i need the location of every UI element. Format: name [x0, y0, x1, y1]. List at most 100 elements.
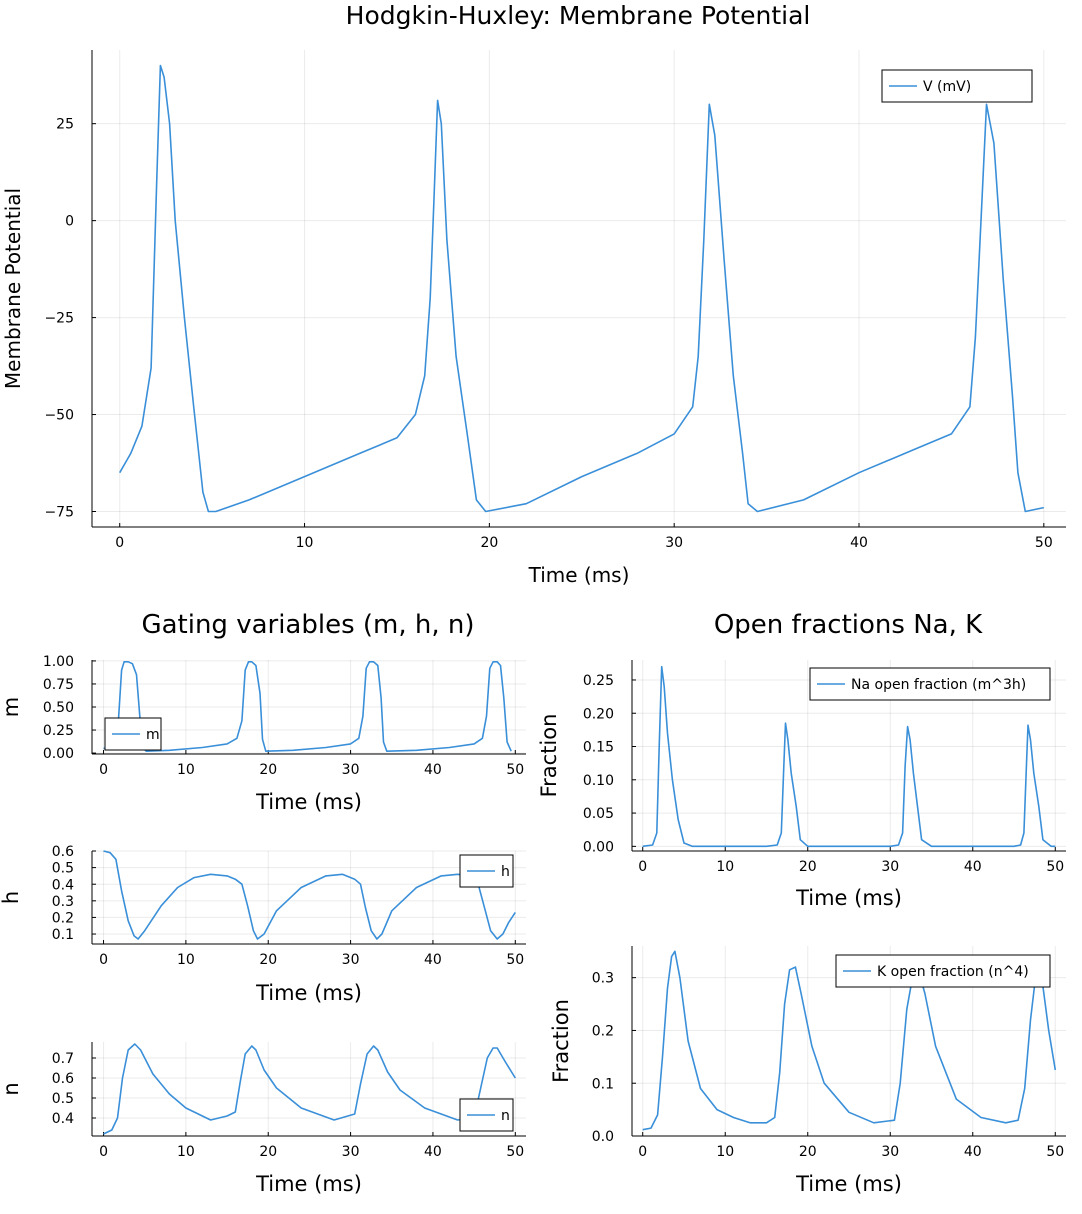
y-tick-label: 0.3	[592, 971, 614, 987]
y-tick-label: 0.0	[592, 1129, 614, 1145]
y-tick-label: 0.2	[592, 1023, 614, 1039]
x-tick-label: 40	[964, 1144, 982, 1160]
y-axis-label: Fraction	[537, 714, 561, 798]
x-tick-label: 10	[177, 1144, 195, 1160]
x-tick-label: 50	[506, 1144, 524, 1160]
chart-title: Open fractions Na, K	[714, 610, 983, 640]
y-tick-label: −25	[44, 311, 74, 327]
series-line	[642, 950, 1057, 1131]
panel-vm: 0 10 20 30 40 50 −75 −50 −25 0 25 Hodgkin-Huxley: M…	[1, 1, 1066, 587]
y-tick-label: 0.4	[52, 877, 74, 893]
x-tick-label: 40	[424, 1144, 442, 1160]
series-line	[103, 660, 512, 753]
x-tick-label: 20	[480, 535, 498, 551]
x-axis-label: Time (ms)	[255, 1172, 362, 1196]
y-axis-label: Fraction	[549, 999, 573, 1083]
y-tick-label: 0.05	[583, 806, 614, 822]
y-axis-label: m	[0, 697, 23, 717]
y-tick-label: 0.6	[52, 1071, 74, 1087]
x-tick-label: 20	[259, 762, 277, 778]
y-tick-label: −50	[44, 408, 74, 424]
series-line	[642, 665, 1056, 848]
y-tick-label: 0.15	[583, 740, 614, 756]
panel-m: 0 10 20 30 40 50 0.00 0.25 0.50 0.75 1.00 Gating va…	[0, 610, 526, 814]
legend-label: V (mV)	[923, 79, 971, 95]
legend-label: K open fraction (n^4)	[877, 964, 1029, 980]
x-tick-label: 0	[99, 762, 108, 778]
x-tick-label: 30	[665, 535, 683, 551]
x-tick-label: 0	[638, 859, 647, 875]
chart-title: Hodgkin-Huxley: Membrane Potential	[346, 1, 811, 30]
legend: h	[459, 854, 514, 888]
x-axis-label: Time (ms)	[255, 981, 362, 1005]
x-tick-label: 0	[638, 1144, 647, 1160]
y-tick-label: 0.25	[583, 673, 614, 689]
legend: n	[459, 1098, 514, 1132]
y-tick-label: 0.1	[52, 927, 74, 943]
legend-box	[835, 954, 1051, 988]
x-tick-label: 40	[424, 952, 442, 968]
x-tick-label: 40	[424, 762, 442, 778]
x-tick-label: 50	[506, 762, 524, 778]
y-tick-label: 0.1	[592, 1076, 614, 1092]
x-tick-label: 20	[799, 859, 817, 875]
x-tick-label: 50	[1046, 859, 1064, 875]
x-axis-label: Time (ms)	[795, 886, 902, 910]
legend-label: h	[501, 864, 510, 880]
chart-title: Gating variables (m, h, n)	[141, 610, 474, 640]
x-tick-label: 10	[177, 762, 195, 778]
y-tick-label: 0.50	[43, 700, 74, 716]
x-tick-label: 40	[964, 859, 982, 875]
y-tick-label: −75	[44, 505, 74, 521]
x-tick-label: 30	[342, 762, 360, 778]
y-tick-label: 0.2	[52, 910, 74, 926]
y-axis-label: h	[0, 891, 23, 904]
y-tick-label: 0.6	[52, 844, 74, 860]
y-tick-label: 0	[65, 214, 74, 230]
legend: V (mV)	[881, 69, 1033, 103]
x-tick-label: 40	[850, 535, 868, 551]
x-axis-label: Time (ms)	[255, 790, 362, 814]
legend: K open fraction (n^4)	[835, 954, 1051, 988]
panel-k: 0 10 20 30 40 50 0.0 0.1 0.2 0.3 Time (ms) Fraction…	[549, 946, 1066, 1196]
y-tick-label: 0.25	[43, 723, 74, 739]
x-tick-label: 10	[716, 859, 734, 875]
x-tick-label: 30	[342, 1144, 360, 1160]
legend: m	[104, 717, 162, 751]
panel-na: 0 10 20 30 40 50 0.00 0.05 0.10 0.15 0.20 0.25 Open …	[537, 610, 1066, 910]
x-tick-label: 30	[881, 859, 899, 875]
legend: Na open fraction (m^3h)	[809, 667, 1051, 701]
x-tick-label: 10	[716, 1144, 734, 1160]
x-tick-label: 50	[1035, 535, 1053, 551]
y-tick-label: 0.00	[43, 746, 74, 762]
x-tick-label: 0	[115, 535, 124, 551]
y-tick-label: 1.00	[43, 654, 74, 670]
x-tick-label: 0	[99, 952, 108, 968]
x-tick-label: 20	[259, 1144, 277, 1160]
y-tick-label: 0.20	[583, 706, 614, 722]
legend-box	[809, 667, 1051, 701]
y-tick-label: 0.75	[43, 677, 74, 693]
y-tick-label: 0.5	[52, 1091, 74, 1107]
x-tick-label: 10	[296, 535, 314, 551]
y-tick-label: 0.4	[52, 1111, 74, 1127]
x-tick-label: 20	[799, 1144, 817, 1160]
y-axis-label: n	[0, 1082, 23, 1095]
y-tick-label: 25	[56, 117, 74, 133]
x-tick-label: 30	[342, 952, 360, 968]
y-tick-label: 0.00	[583, 839, 614, 855]
x-axis-label: Time (ms)	[528, 563, 630, 587]
y-tick-label: 0.3	[52, 894, 74, 910]
series-line	[119, 64, 1044, 513]
x-tick-label: 50	[1046, 1144, 1064, 1160]
y-tick-label: 0.7	[52, 1051, 74, 1067]
y-axis-label: Membrane Potential	[1, 188, 25, 389]
legend-label: Na open fraction (m^3h)	[851, 677, 1026, 693]
x-tick-label: 10	[177, 952, 195, 968]
x-tick-label: 50	[506, 952, 524, 968]
y-tick-label: 0.5	[52, 861, 74, 877]
x-tick-label: 0	[99, 1144, 108, 1160]
x-tick-label: 20	[259, 952, 277, 968]
